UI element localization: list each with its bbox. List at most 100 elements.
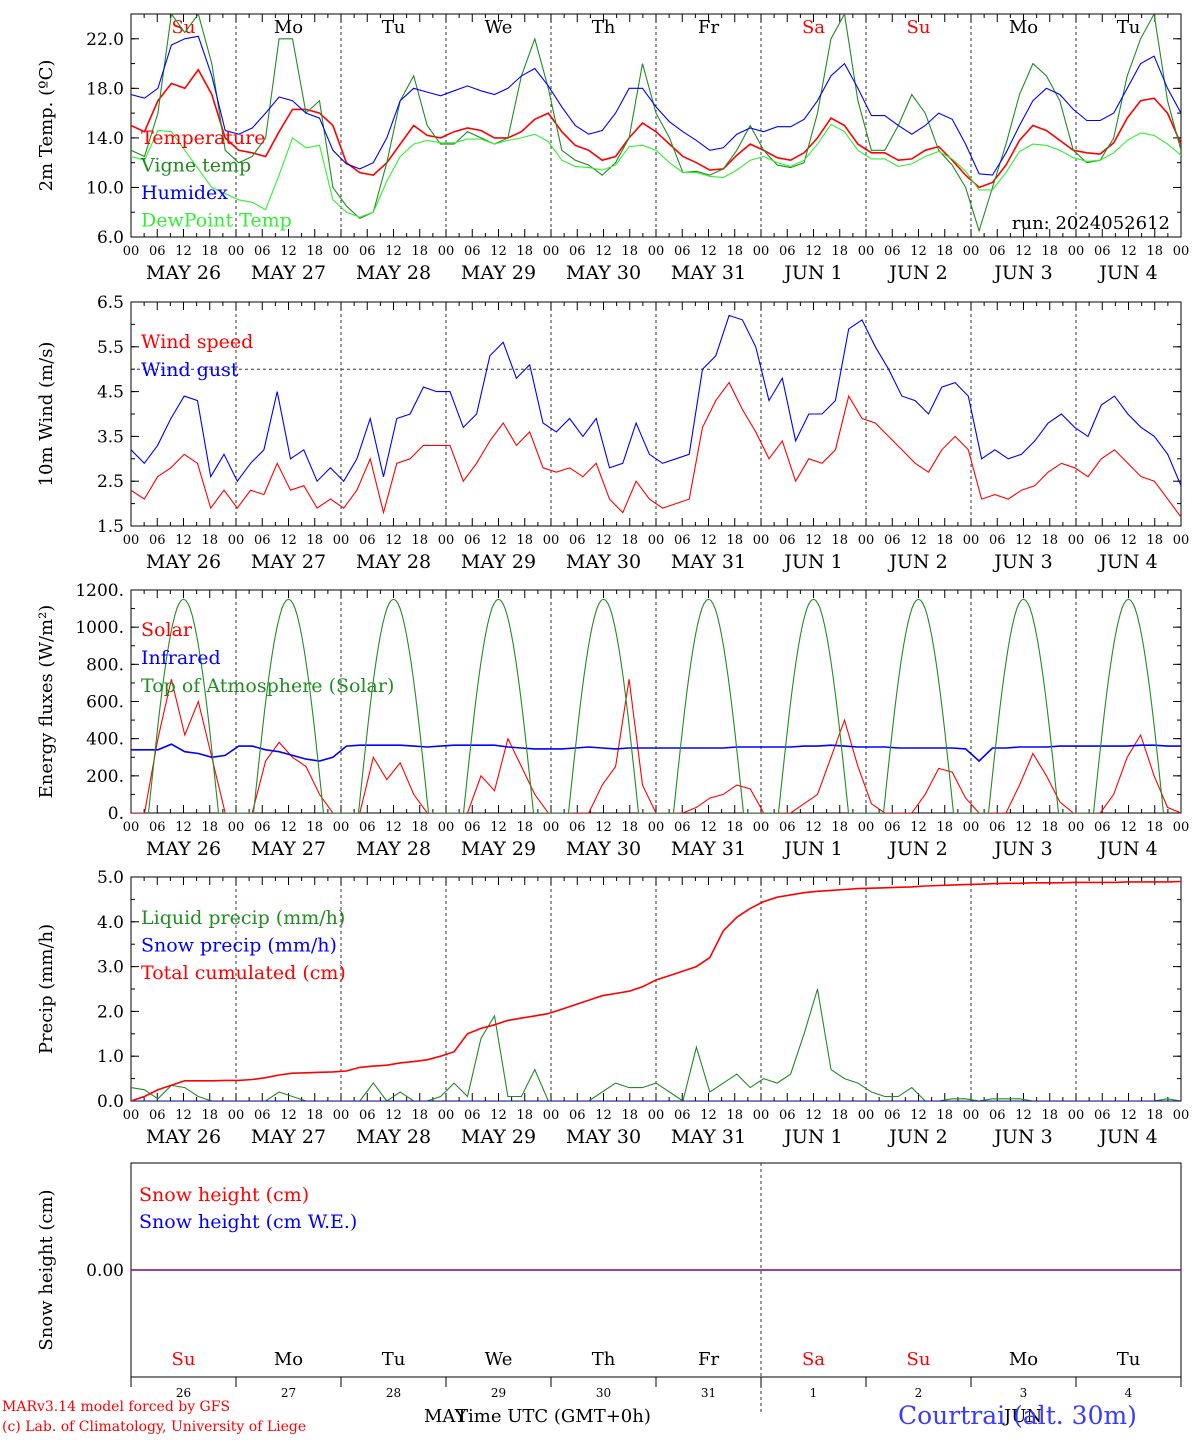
temp-hour-label: 00 (438, 244, 455, 259)
precip-hour-label: 00 (1068, 1108, 1085, 1123)
precip-legend-entry: Snow precip (mm/h) (141, 935, 337, 957)
temp-dow-label: Sa (802, 17, 825, 38)
precip-hour-label: 18 (306, 1108, 323, 1123)
temp-hour-label: 12 (280, 244, 297, 259)
precip-y-tick-label: 5.0 (97, 868, 124, 888)
wind-hour-label: 18 (1041, 533, 1058, 548)
snow-daynum-label: 28 (386, 1386, 401, 1400)
snow-dow-label: Tu (1117, 1349, 1141, 1370)
temp-hour-label: 12 (805, 244, 822, 259)
snow-y-tick-label: 0.00 (86, 1261, 124, 1281)
precip-hour-label: 12 (1120, 1108, 1137, 1123)
energy-hour-label: 12 (910, 820, 927, 835)
precip-hour-label: 06 (674, 1108, 691, 1123)
wind-date-label: JUN 2 (887, 551, 947, 573)
temp-hour-label: 06 (464, 244, 481, 259)
energy-hour-label: 06 (149, 820, 166, 835)
energy-hour-label: 12 (175, 820, 192, 835)
energy-hour-label: 06 (359, 820, 376, 835)
wind-hour-label: 12 (1120, 533, 1137, 548)
snow-dow-label: Tu (382, 1349, 406, 1370)
energy-date-label: MAY 28 (356, 838, 431, 860)
wind-hour-label: 18 (516, 533, 533, 548)
energy-hour-label: 18 (1146, 820, 1163, 835)
temp-legend-entry: Humidex (141, 182, 228, 204)
temp-date-label: JUN 4 (1097, 262, 1157, 284)
energy-y-axis-title: Energy fluxes (W/m²) (36, 605, 57, 799)
wind-hour-label: 12 (910, 533, 927, 548)
wind-legend-entry: Wind gust (141, 359, 239, 381)
precip-hour-label: 12 (175, 1108, 192, 1123)
wind-hour-label: 06 (779, 533, 796, 548)
wind-hour-label: 18 (936, 533, 953, 548)
precip-date-label: JUN 2 (887, 1126, 947, 1148)
wind-date-label: MAY 28 (356, 551, 431, 573)
precip-legend-entry: Liquid precip (mm/h) (141, 907, 345, 929)
wind-y-tick-label: 5.5 (97, 338, 124, 358)
energy-hour-label: 00 (963, 820, 980, 835)
energy-hour-label: 12 (805, 820, 822, 835)
temp-date-label: JUN 1 (782, 262, 842, 284)
precip-hour-label: 18 (1041, 1108, 1058, 1123)
snow-daynum-label: 27 (281, 1386, 296, 1400)
temp-legend-entry: Temperature (141, 127, 265, 149)
temp-hour-label: 18 (1146, 244, 1163, 259)
snow-dow-label: Mo (274, 1349, 303, 1370)
temp-hour-label: 06 (989, 244, 1006, 259)
temp-y-tick-label: 22.0 (86, 30, 124, 50)
precip-y-axis-title: Precip (mm/h) (36, 924, 57, 1054)
precip-hour-label: 12 (385, 1108, 402, 1123)
precip-hour-label: 06 (1094, 1108, 1111, 1123)
precip-hour-label: 06 (569, 1108, 586, 1123)
wind-hour-label: 18 (1146, 533, 1163, 548)
precip-hour-label: 18 (831, 1108, 848, 1123)
precip-hour-label: 06 (884, 1108, 901, 1123)
temp-frame (130, 13, 1182, 238)
precip-series-total-cumulated-cm (131, 880, 1181, 1101)
precip-hour-label: 00 (543, 1108, 560, 1123)
wind-hour-label: 12 (595, 533, 612, 548)
precip-hour-label: 12 (1015, 1108, 1032, 1123)
temp-y-tick-label: 10.0 (86, 178, 124, 198)
energy-hour-label: 12 (385, 820, 402, 835)
lab-credit: (c) Lab. of Climatology, University of L… (2, 1419, 307, 1435)
wind-hour-label: 12 (175, 533, 192, 548)
temp-dow-label: Fr (698, 17, 719, 38)
temp-hour-label: 18 (411, 244, 428, 259)
wind-hour-label: 18 (831, 533, 848, 548)
wind-hour-label: 12 (280, 533, 297, 548)
temp-hour-label: 00 (963, 244, 980, 259)
energy-hour-label: 18 (621, 820, 638, 835)
wind-hour-label: 00 (648, 533, 665, 548)
temp-hour-label: 06 (674, 244, 691, 259)
wind-hour-label: 12 (385, 533, 402, 548)
energy-date-label: MAY 27 (251, 838, 326, 860)
temp-hour-label: 12 (175, 244, 192, 259)
energy-date-label: MAY 29 (461, 838, 536, 860)
energy-y-tick-label: 1200. (75, 581, 124, 601)
precip-hour-label: 00 (963, 1108, 980, 1123)
station-label: Courtrai (alt. 30m) (898, 1401, 1137, 1430)
precip-hour-label: 18 (201, 1108, 218, 1123)
wind-y-tick-label: 6.5 (97, 293, 124, 313)
precip-hour-label: 06 (779, 1108, 796, 1123)
precip-hour-label: 18 (1146, 1108, 1163, 1123)
month-label-right: JUN (1004, 1406, 1043, 1427)
temp-hour-label: 00 (123, 244, 140, 259)
precip-hour-label: 06 (989, 1108, 1006, 1123)
temp-date-label: MAY 27 (251, 262, 326, 284)
temp-dow-label: Tu (1117, 17, 1141, 38)
temp-hour-label: 18 (726, 244, 743, 259)
energy-hour-label: 06 (569, 820, 586, 835)
energy-y-tick-label: 1000. (75, 618, 124, 638)
energy-hour-label: 18 (831, 820, 848, 835)
energy-y-tick-label: 200. (86, 767, 124, 787)
temp-date-label: JUN 3 (992, 262, 1052, 284)
temp-hour-label: 00 (648, 244, 665, 259)
energy-hour-label: 18 (516, 820, 533, 835)
energy-y-tick-label: 400. (86, 730, 124, 750)
month-label-left: MAY (424, 1406, 467, 1427)
wind-hour-label: 00 (1068, 533, 1085, 548)
energy-hour-label: 18 (1041, 820, 1058, 835)
temp-date-label: MAY 31 (671, 262, 746, 284)
